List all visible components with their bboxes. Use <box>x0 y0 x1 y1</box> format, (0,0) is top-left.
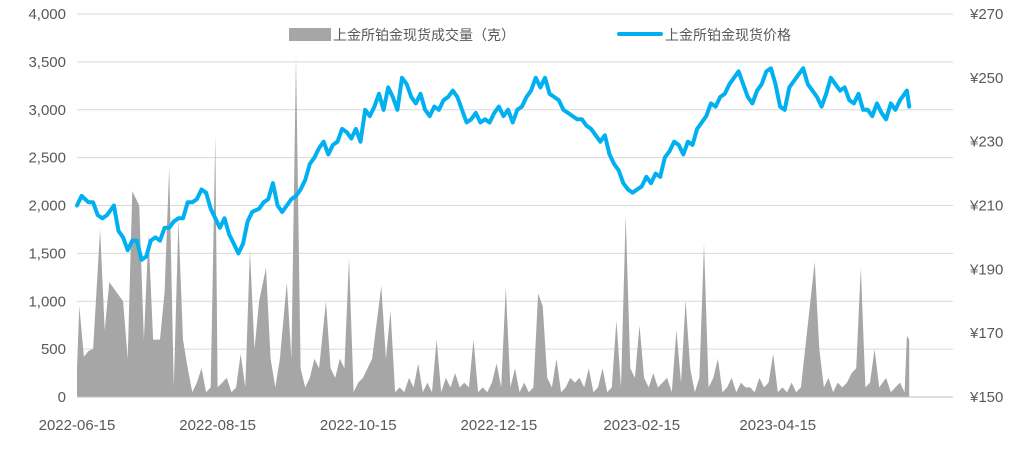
volume-area <box>77 57 910 397</box>
legend-swatch-volume <box>289 28 331 41</box>
x-tick-label: 2023-02-15 <box>603 417 680 434</box>
y-right-tick-label: ¥270 <box>969 6 1003 23</box>
y-left-tick-label: 2,500 <box>28 150 66 167</box>
y-right-tick-labels: ¥150 ¥170 ¥190 ¥210 ¥230 ¥250 ¥270 <box>969 6 1003 406</box>
legend-label-volume: 上金所铂金现货成交量（克） <box>333 27 515 44</box>
x-tick-labels: 2022-06-15 2022-08-15 2022-10-15 2022-12-15… <box>39 417 817 434</box>
price-line <box>75 66 912 262</box>
grid-lines <box>77 13 953 350</box>
y-left-tick-labels: 0 500 1,000 1,500 2,000 2,500 3,000 3,500 4,000 <box>28 6 66 406</box>
y-left-tick-label: 3,000 <box>28 102 66 119</box>
x-tick-label: 2022-10-15 <box>320 417 397 434</box>
y-left-tick-label: 500 <box>41 341 66 358</box>
y-right-tick-label: ¥230 <box>969 134 1003 151</box>
legend: 上金所铂金现货成交量（克） 上金所铂金现货价格 <box>289 27 791 44</box>
x-tick-label: 2023-04-15 <box>739 417 816 434</box>
x-tick-label: 2022-12-15 <box>460 417 537 434</box>
y-right-tick-label: ¥170 <box>969 325 1003 342</box>
x-tick-label: 2022-08-15 <box>179 417 256 434</box>
y-right-tick-label: ¥250 <box>969 70 1003 87</box>
x-tick-label: 2022-06-15 <box>39 417 116 434</box>
y-left-tick-label: 3,500 <box>28 54 66 71</box>
y-left-tick-label: 1,000 <box>28 293 66 310</box>
y-left-tick-label: 2,000 <box>28 198 66 215</box>
price-line-layer <box>75 66 912 262</box>
y-right-tick-label: ¥190 <box>969 261 1003 278</box>
y-left-tick-label: 1,500 <box>28 245 66 262</box>
y-right-tick-label: ¥210 <box>969 198 1003 215</box>
y-left-tick-label: 0 <box>58 389 66 406</box>
y-right-tick-label: ¥150 <box>969 389 1003 406</box>
legend-label-price: 上金所铂金现货价格 <box>665 27 791 44</box>
y-left-tick-label: 4,000 <box>28 6 66 23</box>
volume-area-layer <box>77 57 910 397</box>
